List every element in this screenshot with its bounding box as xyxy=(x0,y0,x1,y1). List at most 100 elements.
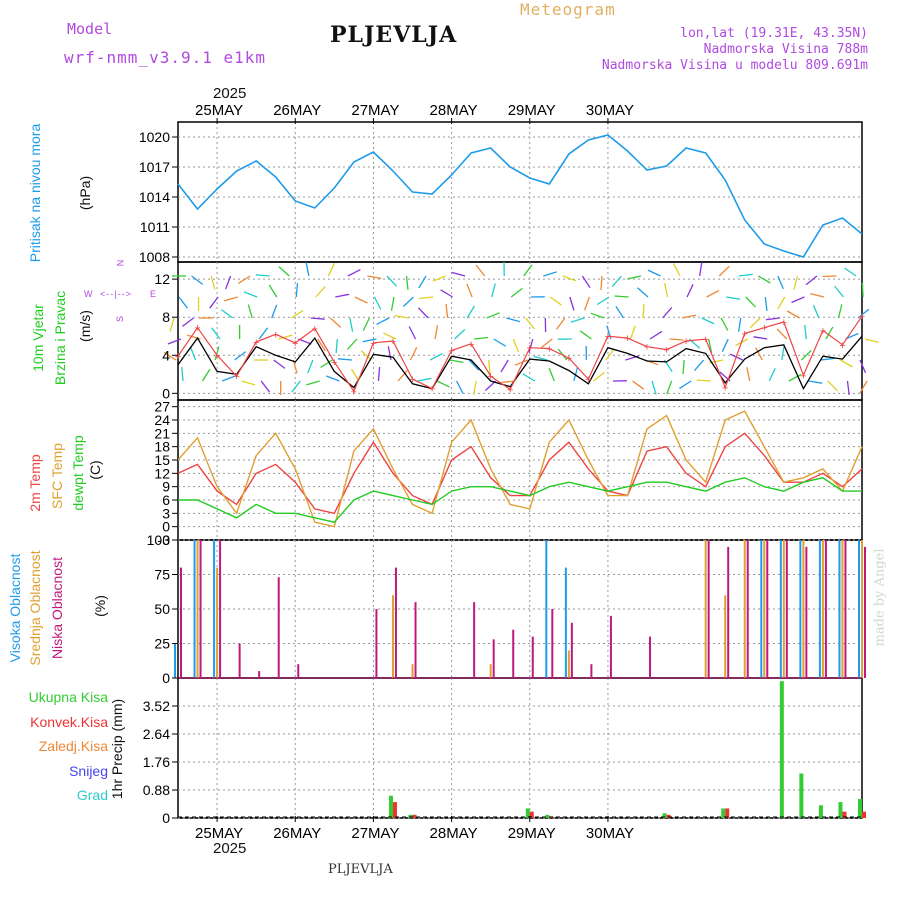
wind-direction-arrow xyxy=(642,303,645,319)
y-tick-label: 3.52 xyxy=(143,698,170,714)
model-elevation-text: Nadmorska Visina u modelu 809.691m xyxy=(601,58,868,73)
wind-speed-line xyxy=(177,335,863,391)
wind-direction-arrow xyxy=(776,328,788,340)
y-tick-label: 12 xyxy=(154,465,170,481)
total-precip-bar xyxy=(818,805,823,818)
wind-direction-arrow xyxy=(651,380,657,395)
wind-direction-arrow xyxy=(686,284,694,298)
wind-gust-marker: + xyxy=(859,311,865,323)
wind-direction-arrow xyxy=(681,314,696,319)
wind-direction-arrow xyxy=(812,304,820,319)
wind-gust-marker: + xyxy=(742,328,748,340)
wind-direction-arrow xyxy=(169,317,175,332)
wind-direction-arrow xyxy=(432,275,446,282)
wind-direction-arrow xyxy=(837,304,843,319)
wind-direction-arrow xyxy=(247,304,253,319)
wind-direction-arrow xyxy=(234,351,247,361)
wind-direction-arrow xyxy=(570,317,585,323)
wind-direction-arrow xyxy=(417,377,432,382)
wind-direction-arrow xyxy=(317,338,326,352)
y-tick-label: 15 xyxy=(154,452,170,468)
wind-direction-arrow xyxy=(859,380,868,394)
y-tick-label: 27 xyxy=(154,399,170,415)
footer-station: PLJEVLJA xyxy=(328,862,393,877)
wind-compass: N S W E <--|--> xyxy=(82,258,162,328)
wind-direction-arrow xyxy=(755,347,763,361)
wind-direction-arrow xyxy=(596,296,610,306)
wind-direction-arrow xyxy=(335,338,338,353)
wind-direction-arrow xyxy=(592,371,605,382)
wind-direction-arrow xyxy=(791,296,805,304)
wind-direction-arrow xyxy=(664,283,669,298)
wind-direction-arrow xyxy=(696,379,711,382)
wind-direction-arrow xyxy=(373,296,382,310)
wind-direction-arrow xyxy=(669,338,684,341)
wind-direction-arrow xyxy=(418,275,427,289)
wind-direction-arrow xyxy=(510,287,523,298)
wind-direction-arrow xyxy=(419,296,434,300)
wind-direction-arrow xyxy=(672,263,681,277)
wind-direction-arrow xyxy=(214,346,220,361)
compass-cross-icon: <--|--> xyxy=(100,289,132,299)
wind-direction-arrow xyxy=(255,274,270,277)
legend-graupel: Grad xyxy=(76,787,108,803)
y-tick-label: 18 xyxy=(154,439,170,455)
y-tick-label: 2.64 xyxy=(143,726,170,742)
wind-direction-arrow xyxy=(181,367,184,382)
y-tick-label: 24 xyxy=(154,412,170,428)
wind-direction-arrow xyxy=(600,275,603,291)
wind-gust-marker: + xyxy=(800,370,806,382)
wind-direction-arrow xyxy=(451,271,466,277)
y-tick-label: 1014 xyxy=(139,189,170,205)
wind-direction-arrow xyxy=(605,348,615,361)
wind-direction-arrow xyxy=(306,380,320,386)
wind-direction-arrow xyxy=(456,380,464,394)
wind-direction-arrow xyxy=(383,332,397,340)
wind-direction-arrow xyxy=(556,317,566,330)
wind-gust-marker: + xyxy=(429,384,435,396)
wind-direction-arrow xyxy=(579,330,592,340)
wind-direction-arrow xyxy=(637,287,649,298)
y-tick-label: 3 xyxy=(162,505,170,521)
panel-frame-temp xyxy=(177,399,863,541)
x-date-label-top: 30MAY xyxy=(586,102,634,119)
x-date-label-top: 25MAY xyxy=(195,102,243,119)
wind-direction-arrow xyxy=(649,330,663,340)
y-tick-label: 0 xyxy=(162,385,170,401)
wind-direction-arrow xyxy=(260,380,271,393)
wind-gust-marker: + xyxy=(312,324,318,336)
y-tick-label: 25 xyxy=(154,636,170,652)
wind-gust-marker: + xyxy=(585,374,591,386)
x-date-label-bottom: 25MAY xyxy=(195,825,243,842)
station-title: PLJEVLJA xyxy=(330,22,458,48)
wind-direction-arrow xyxy=(834,285,844,298)
wind-direction-arrow xyxy=(209,296,219,309)
y-tick-label: 75 xyxy=(154,567,170,583)
wind-direction-arrow xyxy=(347,338,358,350)
wind-direction-arrow xyxy=(224,296,238,302)
wind-direction-arrow xyxy=(210,275,216,290)
compass-west: W xyxy=(84,289,93,299)
panel-frame-pressure xyxy=(177,121,863,263)
wind-direction-arrow xyxy=(394,314,409,319)
y-tick-label: 21 xyxy=(154,425,170,441)
wind-direction-arrow xyxy=(682,359,685,375)
wind-direction-arrow xyxy=(320,359,333,368)
wind-direction-arrow xyxy=(614,295,629,298)
wind-direction-arrow xyxy=(329,317,342,328)
wind-direction-arrow xyxy=(573,367,579,382)
wind-gust-marker: + xyxy=(663,345,669,357)
product-title: Meteogram xyxy=(520,0,616,19)
wind-gust-marker: + xyxy=(566,353,572,365)
wind-direction-arrow xyxy=(777,275,784,290)
y-tick-label: 1020 xyxy=(139,129,170,145)
conv-precip-bar xyxy=(412,814,417,818)
wind-direction-arrow xyxy=(788,373,802,382)
y-tick-label: 0.88 xyxy=(143,782,170,798)
temp-sfc-line xyxy=(177,410,863,528)
wind-direction-arrow xyxy=(440,289,453,298)
x-date-label-bottom: 29MAY xyxy=(508,825,556,842)
wind-direction-arrow xyxy=(549,296,562,306)
wind-direction-arrow xyxy=(271,304,278,319)
